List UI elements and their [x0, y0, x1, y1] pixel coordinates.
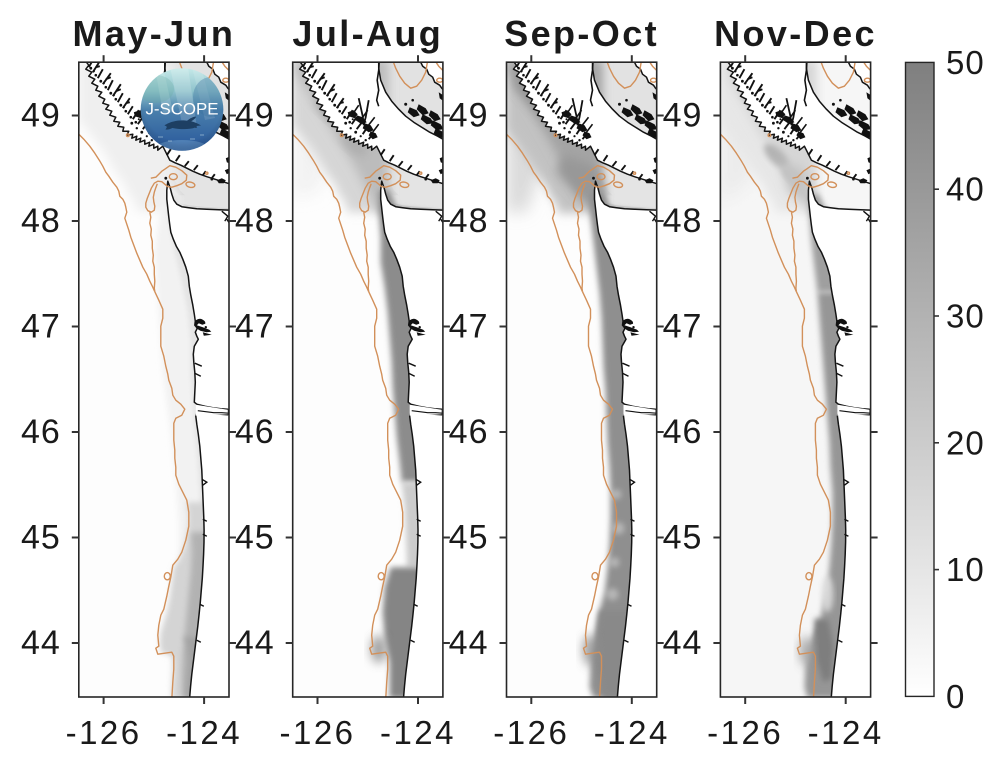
svg-text:-126: -126 [493, 714, 569, 751]
svg-text:30: 30 [946, 298, 985, 335]
svg-text:0: 0 [946, 678, 965, 715]
svg-text:44: 44 [449, 624, 489, 662]
svg-text:40: 40 [946, 171, 985, 208]
svg-text:J-SCOPE: J-SCOPE [146, 100, 219, 119]
svg-text:10: 10 [946, 551, 985, 588]
svg-text:-126: -126 [66, 714, 142, 751]
svg-text:46: 46 [21, 413, 61, 451]
svg-text:49: 49 [449, 97, 489, 135]
svg-text:-124: -124 [166, 714, 242, 751]
svg-text:50: 50 [946, 44, 985, 81]
svg-text:49: 49 [663, 97, 703, 135]
svg-text:45: 45 [21, 519, 61, 557]
svg-text:-124: -124 [808, 714, 884, 751]
svg-text:47: 47 [235, 308, 275, 346]
svg-text:46: 46 [235, 413, 275, 451]
svg-text:44: 44 [663, 624, 703, 662]
svg-text:48: 48 [663, 202, 703, 240]
svg-text:49: 49 [21, 97, 61, 135]
svg-text:44: 44 [235, 624, 275, 662]
svg-text:-124: -124 [594, 714, 670, 751]
svg-text:48: 48 [449, 202, 489, 240]
svg-text:47: 47 [21, 308, 61, 346]
svg-text:48: 48 [235, 202, 275, 240]
svg-text:47: 47 [663, 308, 703, 346]
svg-text:-126: -126 [707, 714, 783, 751]
svg-text:48: 48 [21, 202, 61, 240]
svg-text:-126: -126 [279, 714, 355, 751]
svg-text:20: 20 [946, 424, 985, 461]
svg-text:45: 45 [663, 519, 703, 557]
svg-text:45: 45 [235, 519, 275, 557]
svg-text:46: 46 [663, 413, 703, 451]
svg-text:Nov-Dec: Nov-Dec [714, 13, 877, 54]
svg-text:May-Jun: May-Jun [72, 13, 235, 54]
svg-text:49: 49 [235, 97, 275, 135]
svg-text:47: 47 [449, 308, 489, 346]
svg-text:Sep-Oct: Sep-Oct [504, 13, 659, 54]
svg-text:46: 46 [449, 413, 489, 451]
svg-text:45: 45 [449, 519, 489, 557]
svg-text:Jul-Aug: Jul-Aug [292, 13, 443, 54]
svg-text:-124: -124 [380, 714, 456, 751]
svg-text:44: 44 [21, 624, 61, 662]
